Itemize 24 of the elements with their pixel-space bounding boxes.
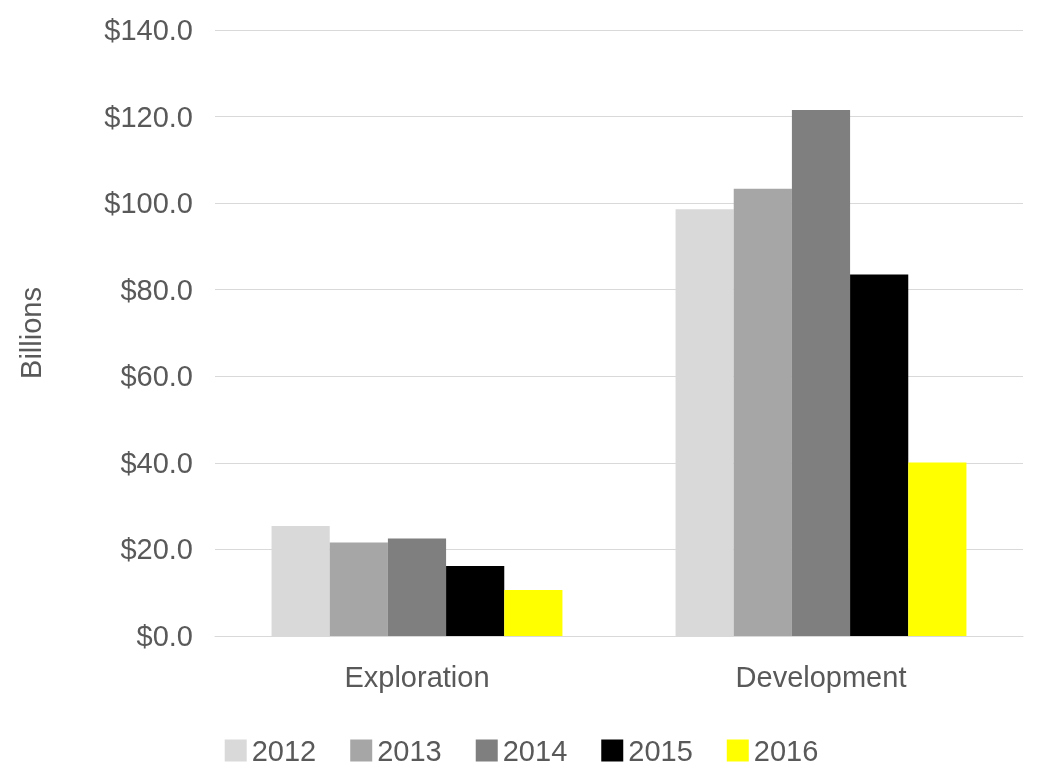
y-tick-label: $140.0: [104, 14, 193, 46]
y-tick-label: $40.0: [120, 446, 193, 479]
legend-label: 2012: [251, 734, 317, 767]
bar: [387, 538, 447, 636]
legend-label: 2016: [753, 734, 819, 767]
x-tick-label: Exploration: [344, 660, 490, 693]
x-tick-label: Development: [735, 660, 907, 693]
bar: [733, 188, 792, 636]
y-tick-label: $20.0: [120, 533, 193, 566]
bar: [504, 590, 563, 636]
y-tick-label: $60.0: [120, 360, 193, 393]
legend-label: 2015: [628, 734, 693, 767]
y-tick-label: $120.0: [104, 100, 193, 133]
y-tick-label: $0.0: [136, 620, 193, 652]
legend-label: 2014: [502, 734, 568, 767]
y-tick-label: $80.0: [120, 273, 193, 306]
y-axis-title: Billions: [14, 287, 47, 379]
bar: [850, 274, 909, 636]
bar: [908, 462, 967, 636]
y-tick-label: $100.0: [104, 187, 193, 220]
legend-label: 2013: [377, 734, 442, 767]
bar: [791, 110, 851, 636]
bar: [446, 565, 505, 636]
bar: [329, 542, 388, 636]
